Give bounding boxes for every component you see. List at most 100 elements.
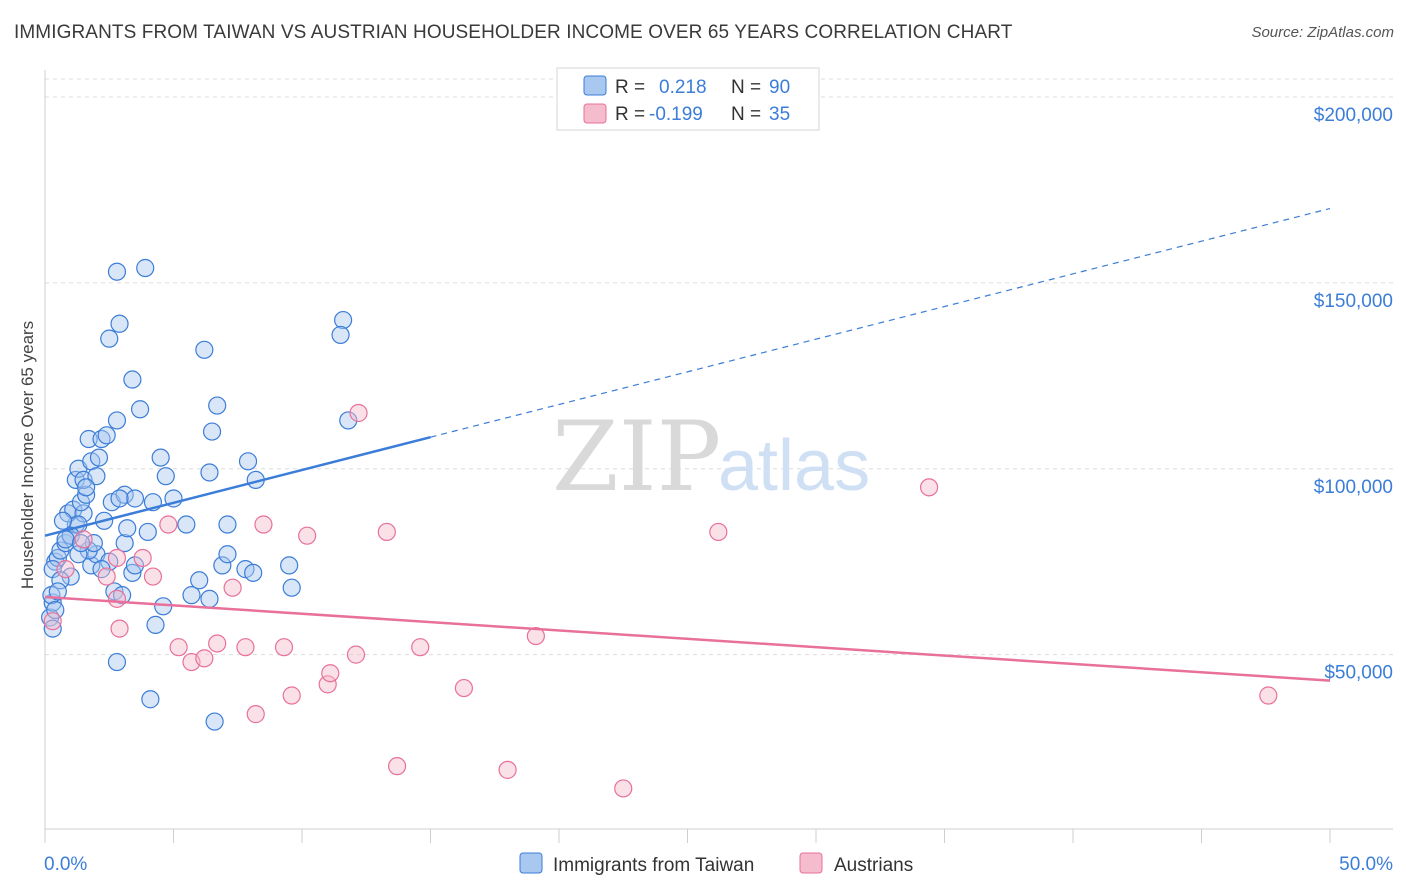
legend-n-value-pink: 35: [769, 104, 790, 125]
point-taiwan: [87, 467, 106, 486]
point-austrians: [133, 548, 152, 568]
legend-n-label-pink: N =: [731, 104, 761, 125]
point-taiwan: [46, 600, 65, 620]
point-austrians: [498, 760, 517, 779]
point-taiwan: [218, 545, 237, 564]
point-austrians: [274, 638, 294, 657]
point-taiwan: [213, 556, 232, 575]
legend-n-value-blue: 90: [769, 77, 790, 98]
series-legend: Immigrants from Taiwan Austrians: [519, 852, 913, 876]
watermark-zip: ZIP: [552, 401, 721, 513]
correlation-legend: R = 0.218 N = 90 R = -0.199 N = 35: [556, 67, 820, 131]
x-tick-label-max: 50.0%: [1339, 854, 1393, 875]
point-austrians: [282, 686, 301, 705]
y-tick-label: $200,000: [1314, 105, 1393, 126]
legend-r-value-pink: -0.199: [649, 104, 703, 125]
point-taiwan: [110, 314, 129, 333]
y-axis-label: Householder Income Over 65 years: [18, 321, 37, 589]
point-austrians: [97, 567, 116, 586]
point-taiwan: [208, 396, 227, 415]
point-taiwan: [200, 589, 219, 608]
point-taiwan: [218, 515, 237, 534]
y-tick-labels: $50,000 $100,000 $150,000 $200,000: [1314, 105, 1393, 684]
point-taiwan: [190, 571, 209, 590]
source-label: Source: ZipAtlas.com: [1251, 24, 1394, 41]
point-taiwan: [125, 489, 145, 508]
point-taiwan: [82, 556, 101, 575]
point-taiwan: [48, 582, 67, 601]
point-austrians: [110, 619, 129, 638]
point-taiwan: [118, 519, 137, 538]
point-taiwan: [138, 522, 157, 542]
point-austrians: [346, 645, 366, 664]
trend-line-taiwan: [44, 435, 431, 537]
point-taiwan: [130, 400, 150, 419]
point-taiwan: [56, 530, 75, 549]
point-taiwan: [115, 533, 134, 553]
point-taiwan: [74, 504, 93, 523]
legend-n-label-blue: N =: [731, 77, 761, 98]
point-taiwan: [107, 262, 127, 281]
point-taiwan: [200, 463, 219, 482]
point-taiwan: [182, 586, 201, 605]
trend-line-taiwan-extrapolated: [430, 207, 1331, 438]
point-taiwan: [195, 340, 214, 359]
trend-lines: [44, 207, 1331, 682]
point-austrians: [614, 779, 633, 798]
point-taiwan: [79, 429, 98, 449]
point-austrians: [709, 522, 728, 542]
point-austrians: [454, 678, 474, 698]
point-taiwan: [205, 712, 224, 731]
legend-r-label-pink: R =: [615, 104, 645, 125]
point-taiwan: [123, 563, 142, 582]
point-austrians: [254, 515, 273, 534]
point-taiwan: [339, 411, 358, 430]
point-taiwan: [334, 310, 353, 330]
point-taiwan: [238, 452, 258, 471]
point-austrians: [107, 589, 127, 608]
point-taiwan: [77, 485, 96, 504]
point-taiwan: [89, 448, 109, 467]
x-tick-marks: [44, 829, 1331, 843]
point-austrians: [143, 567, 163, 586]
point-taiwan: [202, 422, 222, 441]
bottom-legend-label-austrians: Austrians: [834, 855, 913, 876]
point-austrians: [246, 705, 265, 724]
chart-title: IMMIGRANTS FROM TAIWAN VS AUSTRIAN HOUSE…: [14, 22, 1013, 43]
point-taiwan: [331, 325, 350, 345]
point-taiwan: [51, 571, 70, 590]
legend-swatch-pink: [583, 103, 607, 124]
point-taiwan: [43, 619, 62, 638]
point-austrians: [411, 638, 430, 657]
point-austrians: [56, 560, 75, 579]
point-austrians: [318, 675, 337, 694]
point-austrians: [349, 403, 368, 423]
point-austrians: [387, 757, 407, 776]
point-austrians: [919, 478, 939, 497]
point-austrians: [159, 515, 178, 534]
bottom-legend-swatch-blue: [519, 852, 543, 874]
bottom-legend-label-taiwan: Immigrants from Taiwan: [553, 855, 754, 876]
point-taiwan: [280, 556, 299, 575]
point-taiwan: [100, 329, 119, 348]
point-austrians: [236, 638, 255, 657]
point-taiwan: [77, 478, 96, 497]
legend-r-value-blue: 0.218: [659, 77, 707, 98]
point-austrians: [1259, 686, 1278, 705]
point-taiwan: [146, 615, 165, 634]
point-taiwan: [110, 489, 129, 508]
point-taiwan: [151, 448, 170, 467]
point-taiwan: [107, 411, 127, 430]
point-austrians: [107, 548, 127, 568]
point-taiwan: [107, 652, 127, 672]
point-taiwan: [123, 370, 142, 389]
point-taiwan: [136, 258, 155, 278]
x-tick-label-min: 0.0%: [44, 854, 87, 875]
point-austrians: [321, 664, 340, 683]
point-taiwan: [282, 578, 301, 597]
point-taiwan: [97, 426, 116, 445]
point-taiwan: [66, 470, 85, 490]
legend-swatch-blue: [583, 75, 607, 96]
watermark-atlas: atlas: [718, 426, 870, 506]
